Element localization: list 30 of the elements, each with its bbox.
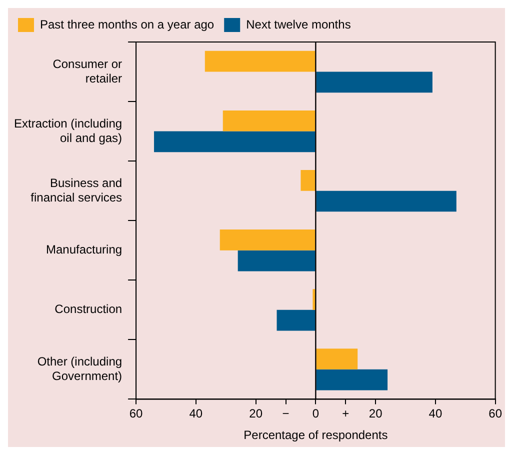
x-tick-label: + bbox=[342, 406, 350, 421]
bar bbox=[204, 50, 316, 72]
bar bbox=[316, 190, 456, 212]
bar bbox=[276, 310, 316, 331]
bar bbox=[220, 230, 316, 250]
y-tick-label: Manufacturing bbox=[46, 242, 122, 257]
bar bbox=[316, 72, 432, 93]
y-tick-label: Consumer or retailer bbox=[52, 56, 122, 86]
bar bbox=[238, 250, 316, 272]
legend-label: Past three months on a year ago bbox=[40, 17, 214, 32]
bar bbox=[316, 369, 388, 390]
bar bbox=[300, 170, 316, 191]
x-tick-label: 0 bbox=[312, 406, 320, 421]
x-tick-label: 60 bbox=[129, 406, 144, 421]
legend-label: Next twelve months bbox=[246, 17, 351, 32]
x-tick-label: 20 bbox=[368, 406, 383, 421]
x-tick-label: 20 bbox=[249, 406, 263, 421]
x-tick-label: 60 bbox=[488, 406, 502, 421]
x-tick-label: − bbox=[282, 406, 290, 421]
x-tick-label: 40 bbox=[428, 406, 442, 421]
y-tick-label: Other (including Government) bbox=[37, 354, 122, 383]
bar bbox=[222, 110, 316, 132]
y-tick-label: Business and financial services bbox=[30, 176, 122, 204]
bar bbox=[154, 131, 316, 152]
y-tick-label: Construction bbox=[54, 302, 122, 316]
x-axis-title: Percentage of respondents bbox=[244, 428, 388, 442]
bar bbox=[312, 289, 316, 310]
y-tick-label: Extraction (including oil and gas) bbox=[14, 116, 122, 145]
bar bbox=[316, 348, 358, 370]
x-tick-label: 40 bbox=[189, 406, 203, 421]
